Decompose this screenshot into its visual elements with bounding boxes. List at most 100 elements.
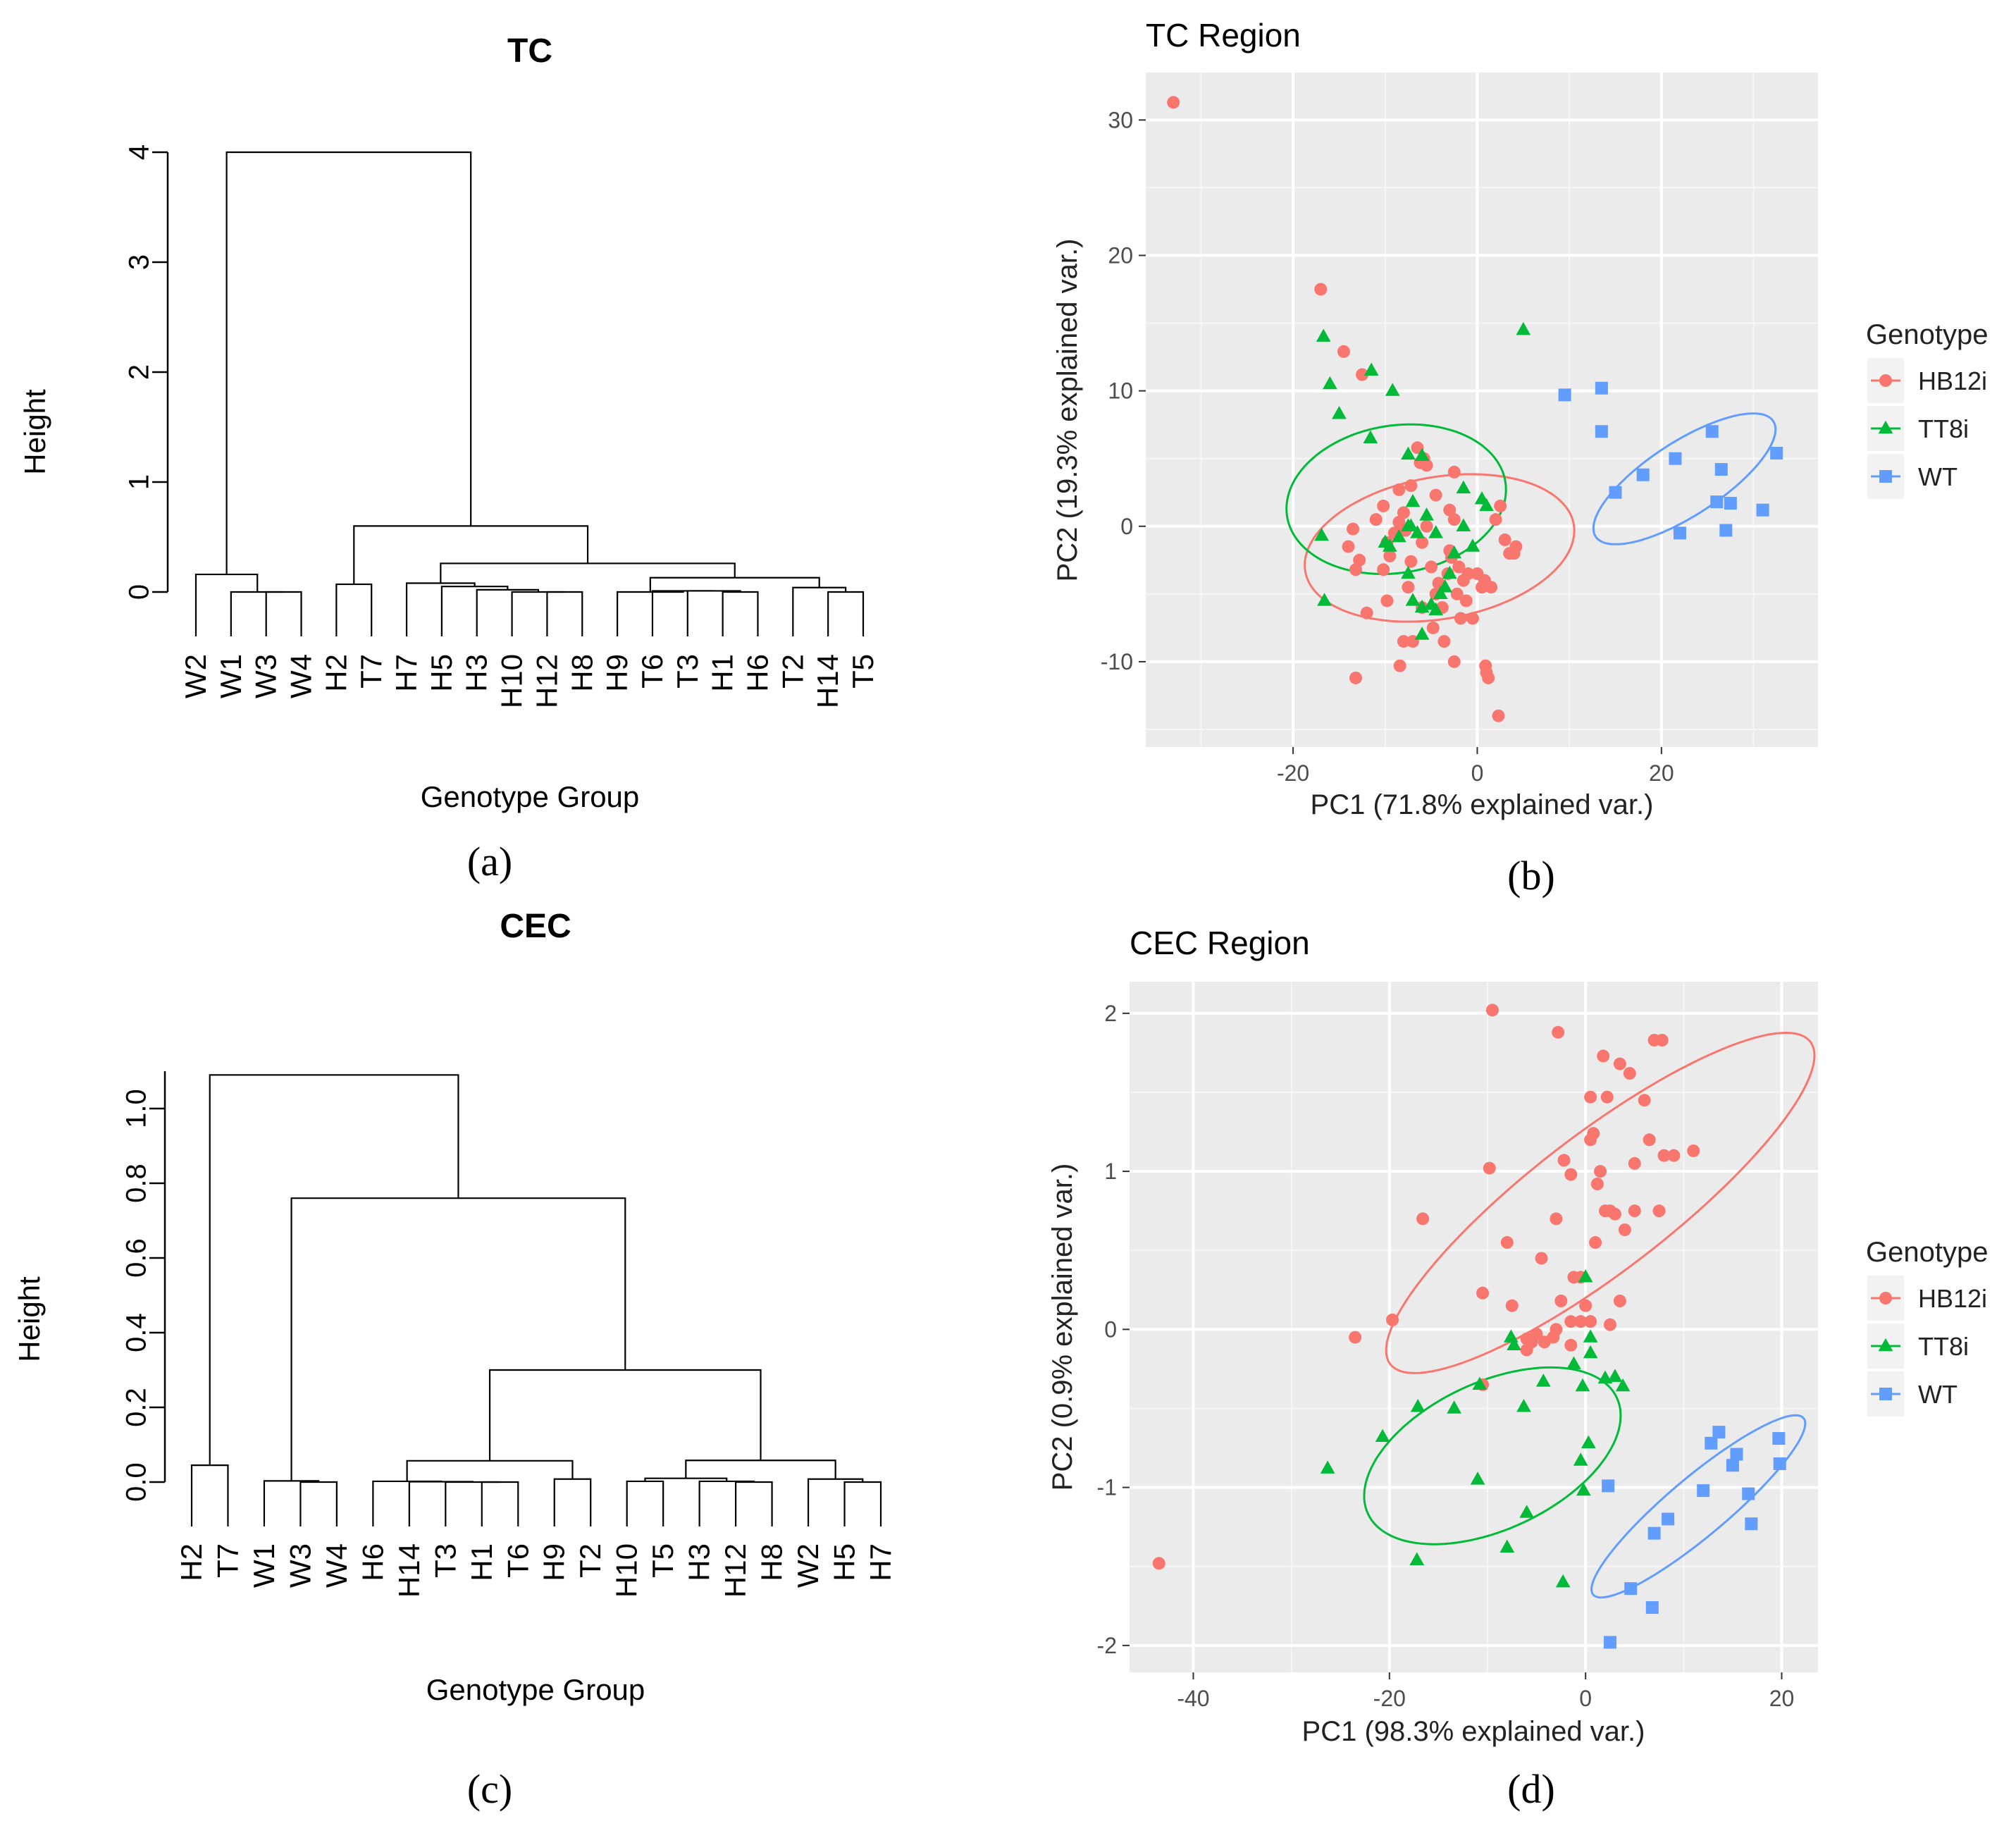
point-TT8i [1401, 565, 1416, 579]
dendrogram-title: CEC [500, 908, 571, 945]
point-HB12i [1314, 283, 1328, 296]
point-TT8i [1607, 1369, 1623, 1382]
panel-d-pca: CEC Region -40 -20 0 20 -2 -1 0 1 2 PC1 (98.3% e… [1047, 925, 1988, 1812]
point-TT8i [1507, 1337, 1521, 1350]
data-points [1167, 96, 1783, 722]
point-WT [1595, 381, 1608, 395]
point-HB12i [1447, 655, 1461, 668]
point-HB12i [1550, 1212, 1563, 1226]
point-HB12i [1360, 606, 1373, 619]
leaf-label: H10 [495, 654, 528, 708]
leaf-label: H2 [175, 1543, 208, 1581]
legend: HB12i TT8i WT [1867, 358, 1987, 499]
point-HB12i [1152, 1557, 1165, 1570]
point-HB12i [1397, 635, 1410, 648]
point-TT8i [1470, 1471, 1485, 1485]
point-TT8i [1316, 328, 1331, 342]
y-tick-label: 10 [1108, 378, 1133, 404]
plot-title: CEC Region [1130, 925, 1310, 961]
panel-label: (d) [1507, 1766, 1555, 1812]
point-HB12i [1429, 488, 1442, 502]
leaf-label: W4 [285, 654, 318, 698]
leaf-label: H9 [600, 654, 633, 692]
y-tick-label: 30 [1108, 107, 1133, 132]
point-HB12i [1383, 550, 1397, 563]
point-HB12i [1404, 479, 1418, 493]
point-TT8i [1363, 430, 1378, 444]
y-tick-label: 2 [124, 364, 155, 380]
point-HB12i [1337, 345, 1350, 358]
leaf-label: H14 [392, 1543, 426, 1598]
point-WT [1669, 452, 1682, 465]
leaf-label: T5 [846, 654, 879, 689]
y-tick-label: 0.2 [121, 1388, 152, 1427]
leaf-label: H12 [719, 1543, 752, 1598]
point-WT [1558, 388, 1571, 402]
y-tick-label: 0.6 [121, 1238, 152, 1278]
point-TT8i [1414, 448, 1430, 462]
y-tick-label: 0.8 [121, 1164, 152, 1203]
point-TT8i [1317, 593, 1332, 606]
leaf-label: H5 [425, 654, 458, 692]
point-TT8i [1575, 1378, 1590, 1392]
point-HB12i [1349, 1331, 1362, 1344]
ellipse-HB12i [1385, 1031, 1816, 1374]
point-HB12i [1377, 563, 1390, 576]
point-HB12i [1500, 1236, 1514, 1249]
point-HB12i [1600, 1090, 1614, 1104]
plot-area [1130, 982, 1818, 1672]
y-axis-label: PC2 (19.3% explained var.) [1052, 239, 1083, 582]
point-TT8i [1615, 1378, 1631, 1392]
point-WT [1705, 1436, 1718, 1450]
legend-title: Genotype [1866, 1237, 1988, 1268]
point-TT8i [1479, 498, 1494, 512]
ellipse-TT8i [1363, 1366, 1622, 1545]
point-HB12i [1643, 1133, 1656, 1147]
point-TT8i [1378, 534, 1393, 548]
point-TT8i [1401, 446, 1416, 460]
point-HB12i [1667, 1149, 1681, 1162]
panel-label: (b) [1507, 853, 1555, 899]
point-HB12i [1461, 567, 1475, 581]
dendrogram-link [230, 591, 284, 636]
dendrogram-link [209, 1074, 459, 1466]
point-WT [1719, 524, 1733, 537]
panel-label: (c) [467, 1766, 512, 1812]
leaf-label: H7 [390, 654, 423, 692]
point-TT8i [1442, 565, 1457, 579]
point-HB12i [1482, 671, 1495, 684]
point-WT [1772, 1432, 1786, 1445]
point-HB12i [1454, 612, 1467, 625]
leaf-label: W3 [283, 1543, 316, 1588]
leaf-label: T7 [354, 654, 388, 689]
ellipse-WT [1592, 412, 1777, 545]
leaf-label: H8 [755, 1543, 789, 1581]
leaf-label: T3 [428, 1543, 462, 1578]
point-HB12i [1426, 621, 1440, 634]
legend-label-WT: WT [1918, 1380, 1958, 1409]
point-HB12i [1584, 1090, 1597, 1104]
point-WT [1710, 495, 1724, 509]
point-TT8i [1437, 579, 1453, 593]
legend-marker-WT [1879, 1388, 1892, 1400]
legend-title: Genotype [1866, 319, 1988, 350]
point-TT8i [1472, 1376, 1488, 1390]
point-HB12i [1369, 513, 1383, 526]
leaf-label: H7 [864, 1543, 897, 1581]
x-axis-label: Genotype Group [426, 1673, 645, 1706]
point-WT [1714, 463, 1728, 476]
point-HB12i [1520, 1332, 1533, 1345]
dendrogram-links [194, 151, 865, 636]
point-HB12i [1416, 1212, 1430, 1226]
ellipse-WT [1590, 1414, 1807, 1599]
point-HB12i [1377, 499, 1390, 512]
point-HB12i [1397, 506, 1410, 519]
point-TT8i [1519, 1505, 1535, 1518]
point-HB12i [1385, 1313, 1399, 1326]
point-HB12i [1392, 516, 1406, 529]
x-tick-label: -20 [1373, 1686, 1406, 1711]
point-HB12i [1492, 709, 1505, 722]
point-TT8i [1447, 545, 1462, 559]
point-TT8i [1456, 480, 1471, 494]
point-HB12i [1485, 581, 1498, 594]
